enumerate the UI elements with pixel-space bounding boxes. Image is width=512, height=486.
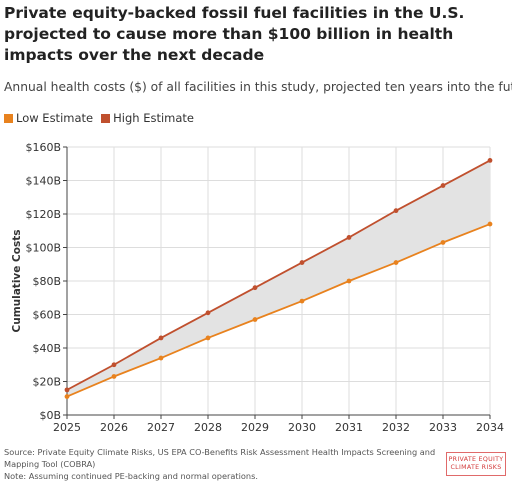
y-tick-label: $160B [25, 141, 61, 154]
legend-item-low: Low Estimate [4, 111, 93, 125]
x-tick-label: 2032 [382, 421, 410, 434]
low-estimate-point [158, 355, 164, 361]
estimate-band [67, 160, 490, 397]
low-estimate-point [252, 317, 258, 322]
legend-label-low: Low Estimate [16, 111, 94, 125]
series-lines [64, 158, 493, 399]
x-tick-label: 2029 [241, 421, 269, 434]
low-estimate-point [111, 374, 117, 379]
high-estimate-line [66, 159, 491, 391]
chart-title: Private equity-backed fossil fuel facili… [4, 4, 465, 64]
x-tick-label: 2030 [288, 421, 316, 434]
source-note: Source: Private Equity Climate Risks, US… [4, 447, 436, 469]
y-tick-label: $80B [32, 275, 61, 288]
high-estimate-point [64, 387, 70, 393]
line-chart: $0B $20B $40B $60B $80B $100B $120B $140B $160B 2… [11, 141, 504, 434]
gridlines [67, 146, 491, 415]
chart-subtitle: Annual health costs ($) of all facilitie… [4, 80, 512, 94]
y-tick-label: $20B [32, 376, 61, 389]
low-estimate-point [487, 221, 493, 227]
high-estimate-point [487, 158, 493, 163]
high-estimate-point [252, 285, 258, 291]
legend-item-high: High Estimate [101, 111, 194, 125]
x-tick-label: 2027 [147, 421, 175, 434]
low-estimate-point [64, 394, 70, 399]
high-estimate-point [393, 208, 399, 214]
high-estimate-point [158, 335, 164, 341]
band-area [67, 160, 490, 397]
legend-label-high: High Estimate [113, 111, 194, 125]
x-tick-label: 2031 [335, 421, 363, 434]
logo-line-1: PRIVATE EQUITY [448, 456, 504, 463]
low-estimate-line [66, 223, 491, 398]
axes [63, 146, 491, 419]
y-axis-title: Cumulative Costs [11, 230, 23, 333]
low-estimate-point [205, 335, 211, 341]
legend: Low Estimate High Estimate [4, 111, 202, 125]
low-estimate-point [440, 240, 446, 245]
brand-logo: PRIVATE EQUITY CLIMATE RISKS [446, 452, 506, 476]
y-tick-label: $60B [32, 309, 61, 322]
y-tick-label: $120B [25, 208, 61, 221]
high-estimate-point [440, 183, 446, 188]
logo-line-2: CLIMATE RISKS [450, 464, 502, 471]
x-tick-label: 2026 [100, 421, 128, 434]
high-estimate-point [111, 362, 117, 368]
high-estimate-point [299, 260, 305, 265]
y-tick-label: $140B [25, 175, 61, 188]
legend-swatch-high [101, 113, 111, 123]
x-tick-label: 2034 [476, 421, 504, 434]
tick-labels: $0B $20B $40B $60B $80B $100B $120B $140B $160B 2… [11, 141, 504, 434]
low-estimate-point [393, 260, 399, 265]
y-tick-label: $100B [25, 242, 61, 255]
low-estimate-point [299, 298, 305, 304]
low-estimate-point [346, 278, 352, 284]
assumption-note: Note: Assuming continued PE-backing and … [4, 471, 258, 481]
legend-swatch-low [4, 113, 13, 123]
y-tick-label: $0B [39, 409, 61, 422]
y-tick-label: $40B [32, 342, 61, 355]
footer: Source: Private Equity Climate Risks, US… [4, 446, 444, 482]
x-tick-label: 2028 [194, 421, 222, 434]
high-estimate-point [346, 235, 352, 240]
x-tick-label: 2033 [429, 421, 457, 434]
x-tick-label: 2025 [53, 421, 81, 434]
high-estimate-point [205, 310, 211, 316]
